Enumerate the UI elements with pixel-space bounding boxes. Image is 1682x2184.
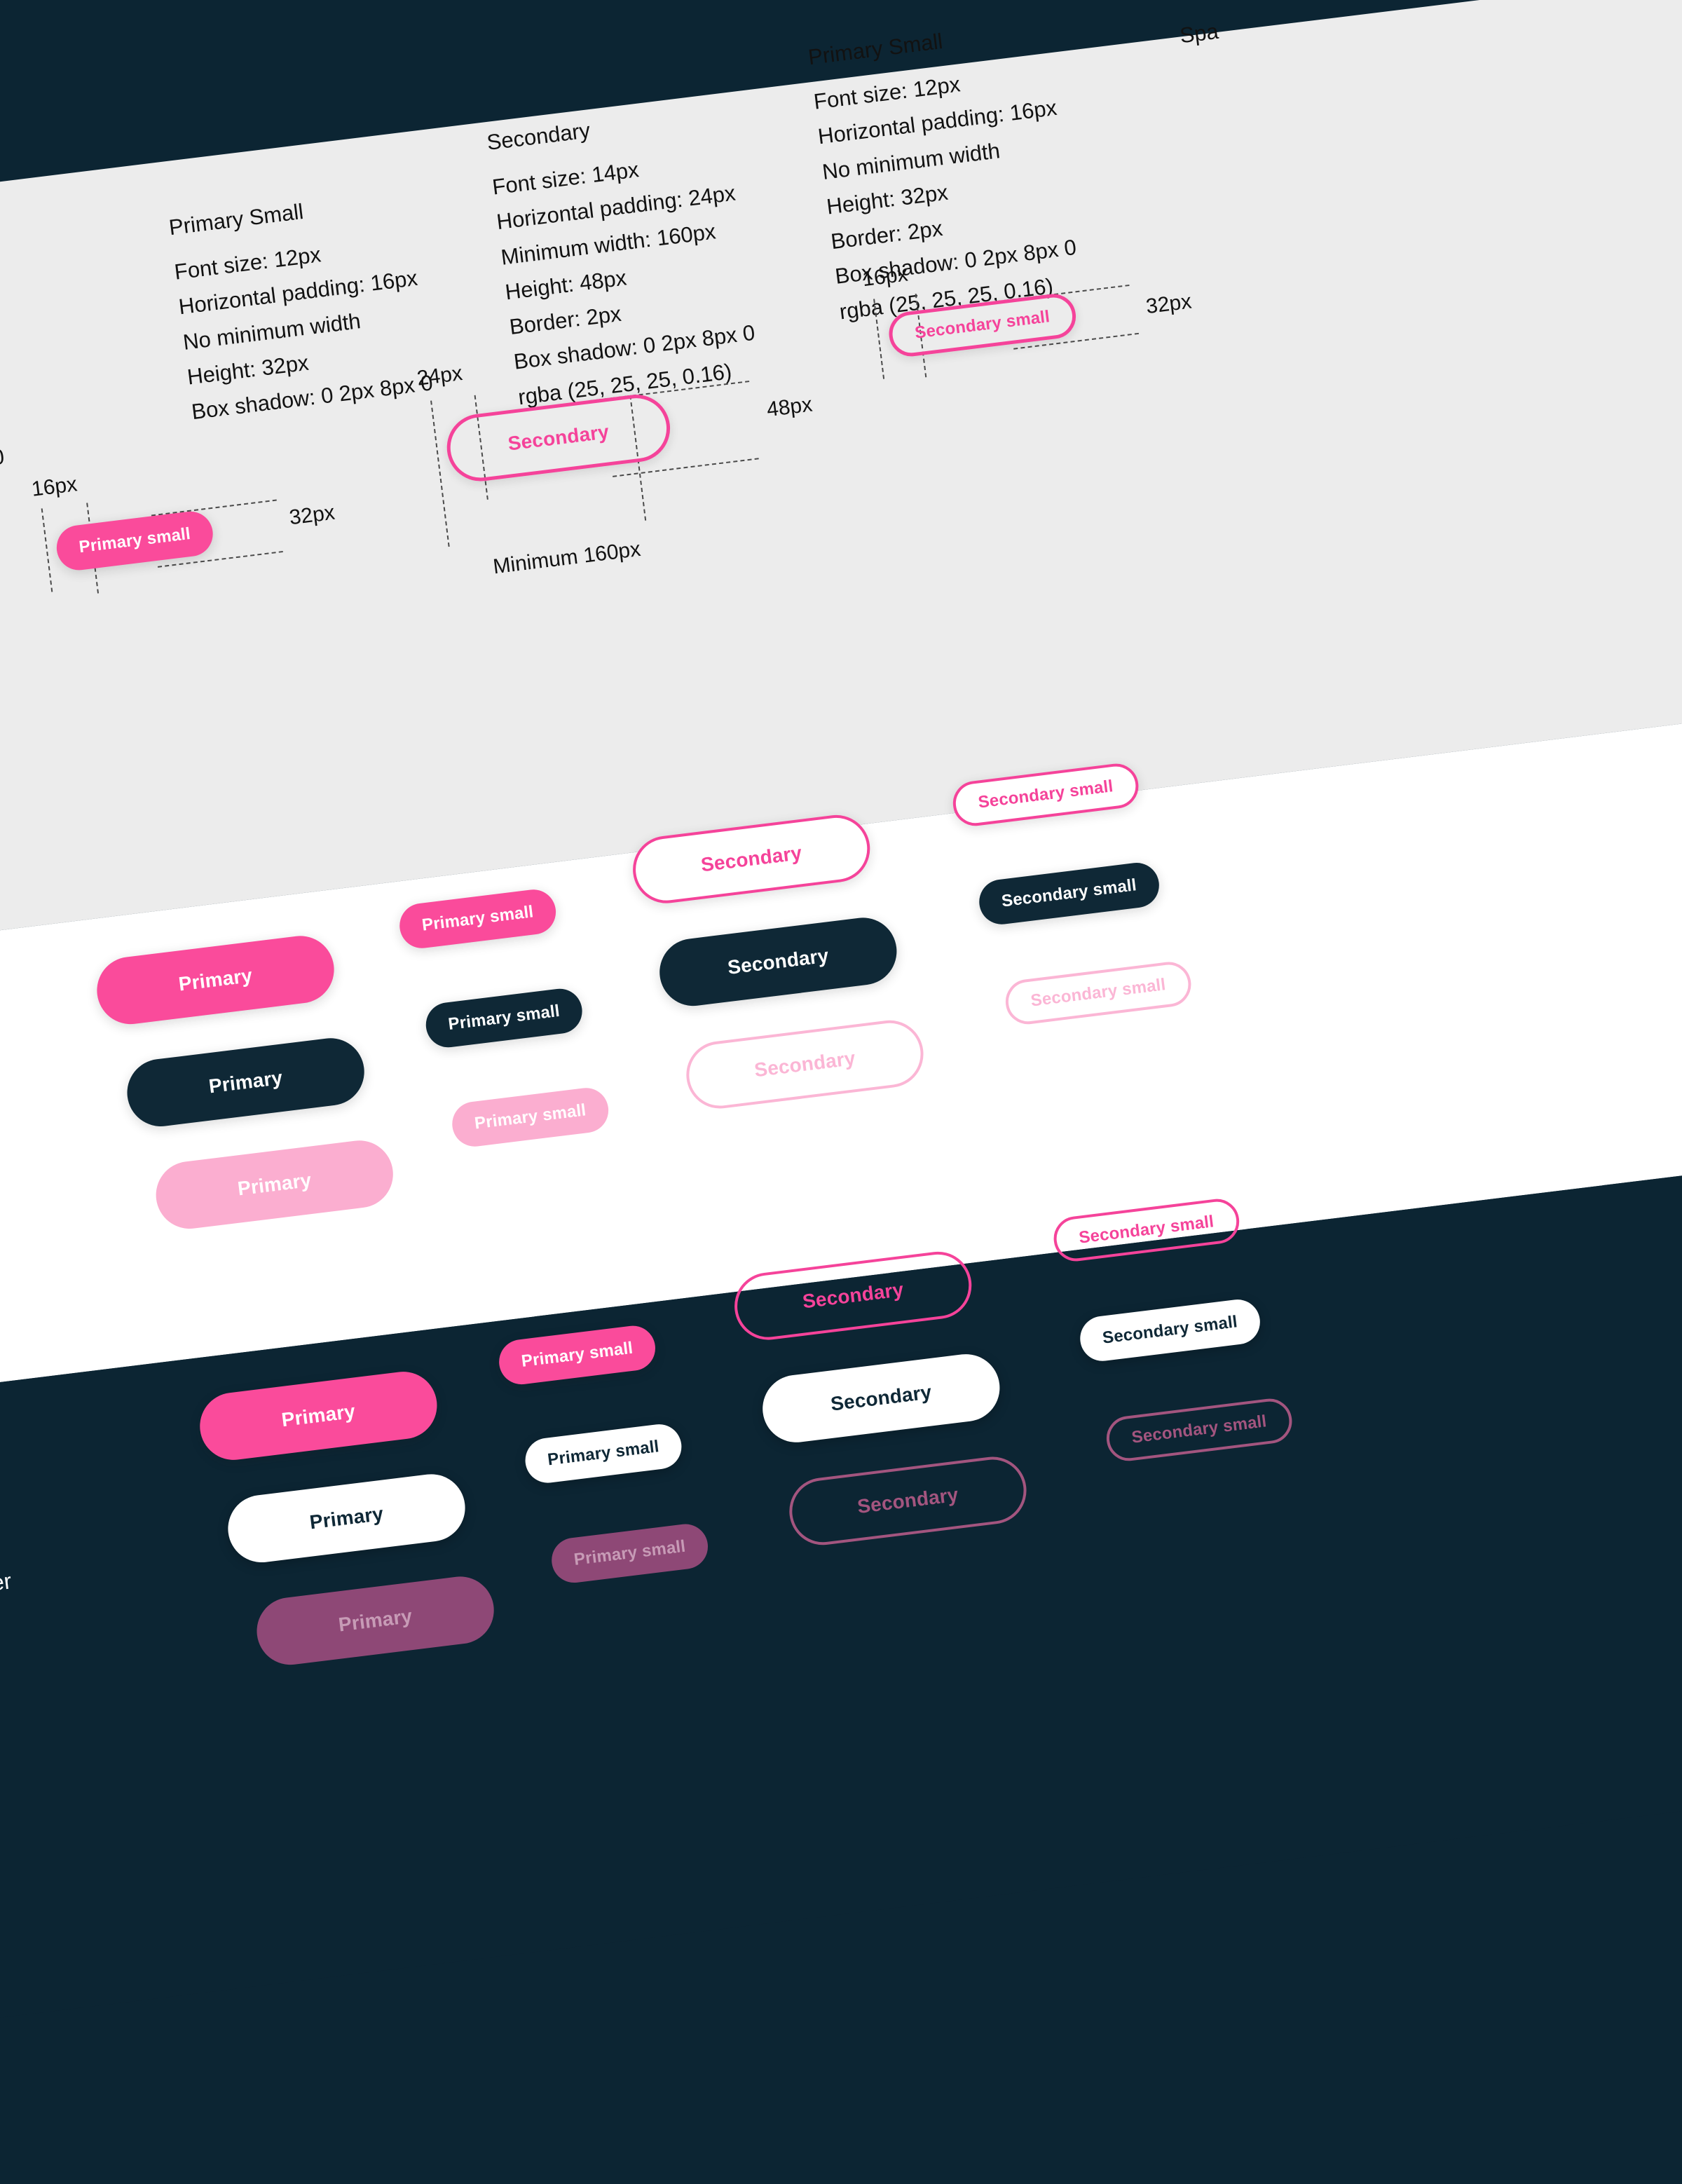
button-label: Secondary xyxy=(801,1278,905,1313)
button-label: Primary xyxy=(177,964,254,996)
button-label: Secondary xyxy=(856,1484,960,1518)
button-label: Primary xyxy=(207,1067,284,1098)
button-label: Secondary xyxy=(726,944,830,978)
button-label: Secondary xyxy=(753,1047,857,1081)
button-label: Primary small xyxy=(421,902,535,935)
spec-column-secondary-small: Primary Small Font size: 12px Horizontal… xyxy=(806,11,1082,329)
spec-column-primary-small: Primary Small Font size: 12px Horizontal… xyxy=(167,181,435,430)
button-label: Primary xyxy=(280,1400,357,1432)
button-label: Secondary small xyxy=(914,307,1051,343)
button-label: Secondary small xyxy=(1102,1312,1239,1348)
spec-column-title: Fon xyxy=(1172,0,1215,9)
button-label: Primary xyxy=(236,1169,313,1201)
button-label: Secondary small xyxy=(1078,1212,1215,1248)
button-label: Secondary xyxy=(699,842,803,876)
button-label: Primary xyxy=(337,1605,413,1637)
button-label: Primary xyxy=(308,1503,385,1534)
button-label: Primary small xyxy=(474,1100,587,1133)
button-label: Secondary small xyxy=(977,777,1114,812)
spec-line: Spa xyxy=(1178,14,1221,54)
button-label: Primary small xyxy=(573,1537,687,1570)
spec-column-secondary: Secondary Font size: 14px Horizontal pad… xyxy=(485,96,761,415)
button-label: Secondary xyxy=(507,421,610,455)
button-label: Primary small xyxy=(520,1339,634,1372)
button-label: Primary small xyxy=(78,524,191,557)
button-label: Secondary small xyxy=(1030,975,1167,1011)
button-label: Primary small xyxy=(547,1437,660,1470)
button-label: Secondary small xyxy=(1001,875,1138,911)
button-label: Primary small xyxy=(447,1002,561,1035)
button-label: Secondary small xyxy=(1130,1412,1268,1447)
button-label: Secondary xyxy=(829,1381,933,1415)
